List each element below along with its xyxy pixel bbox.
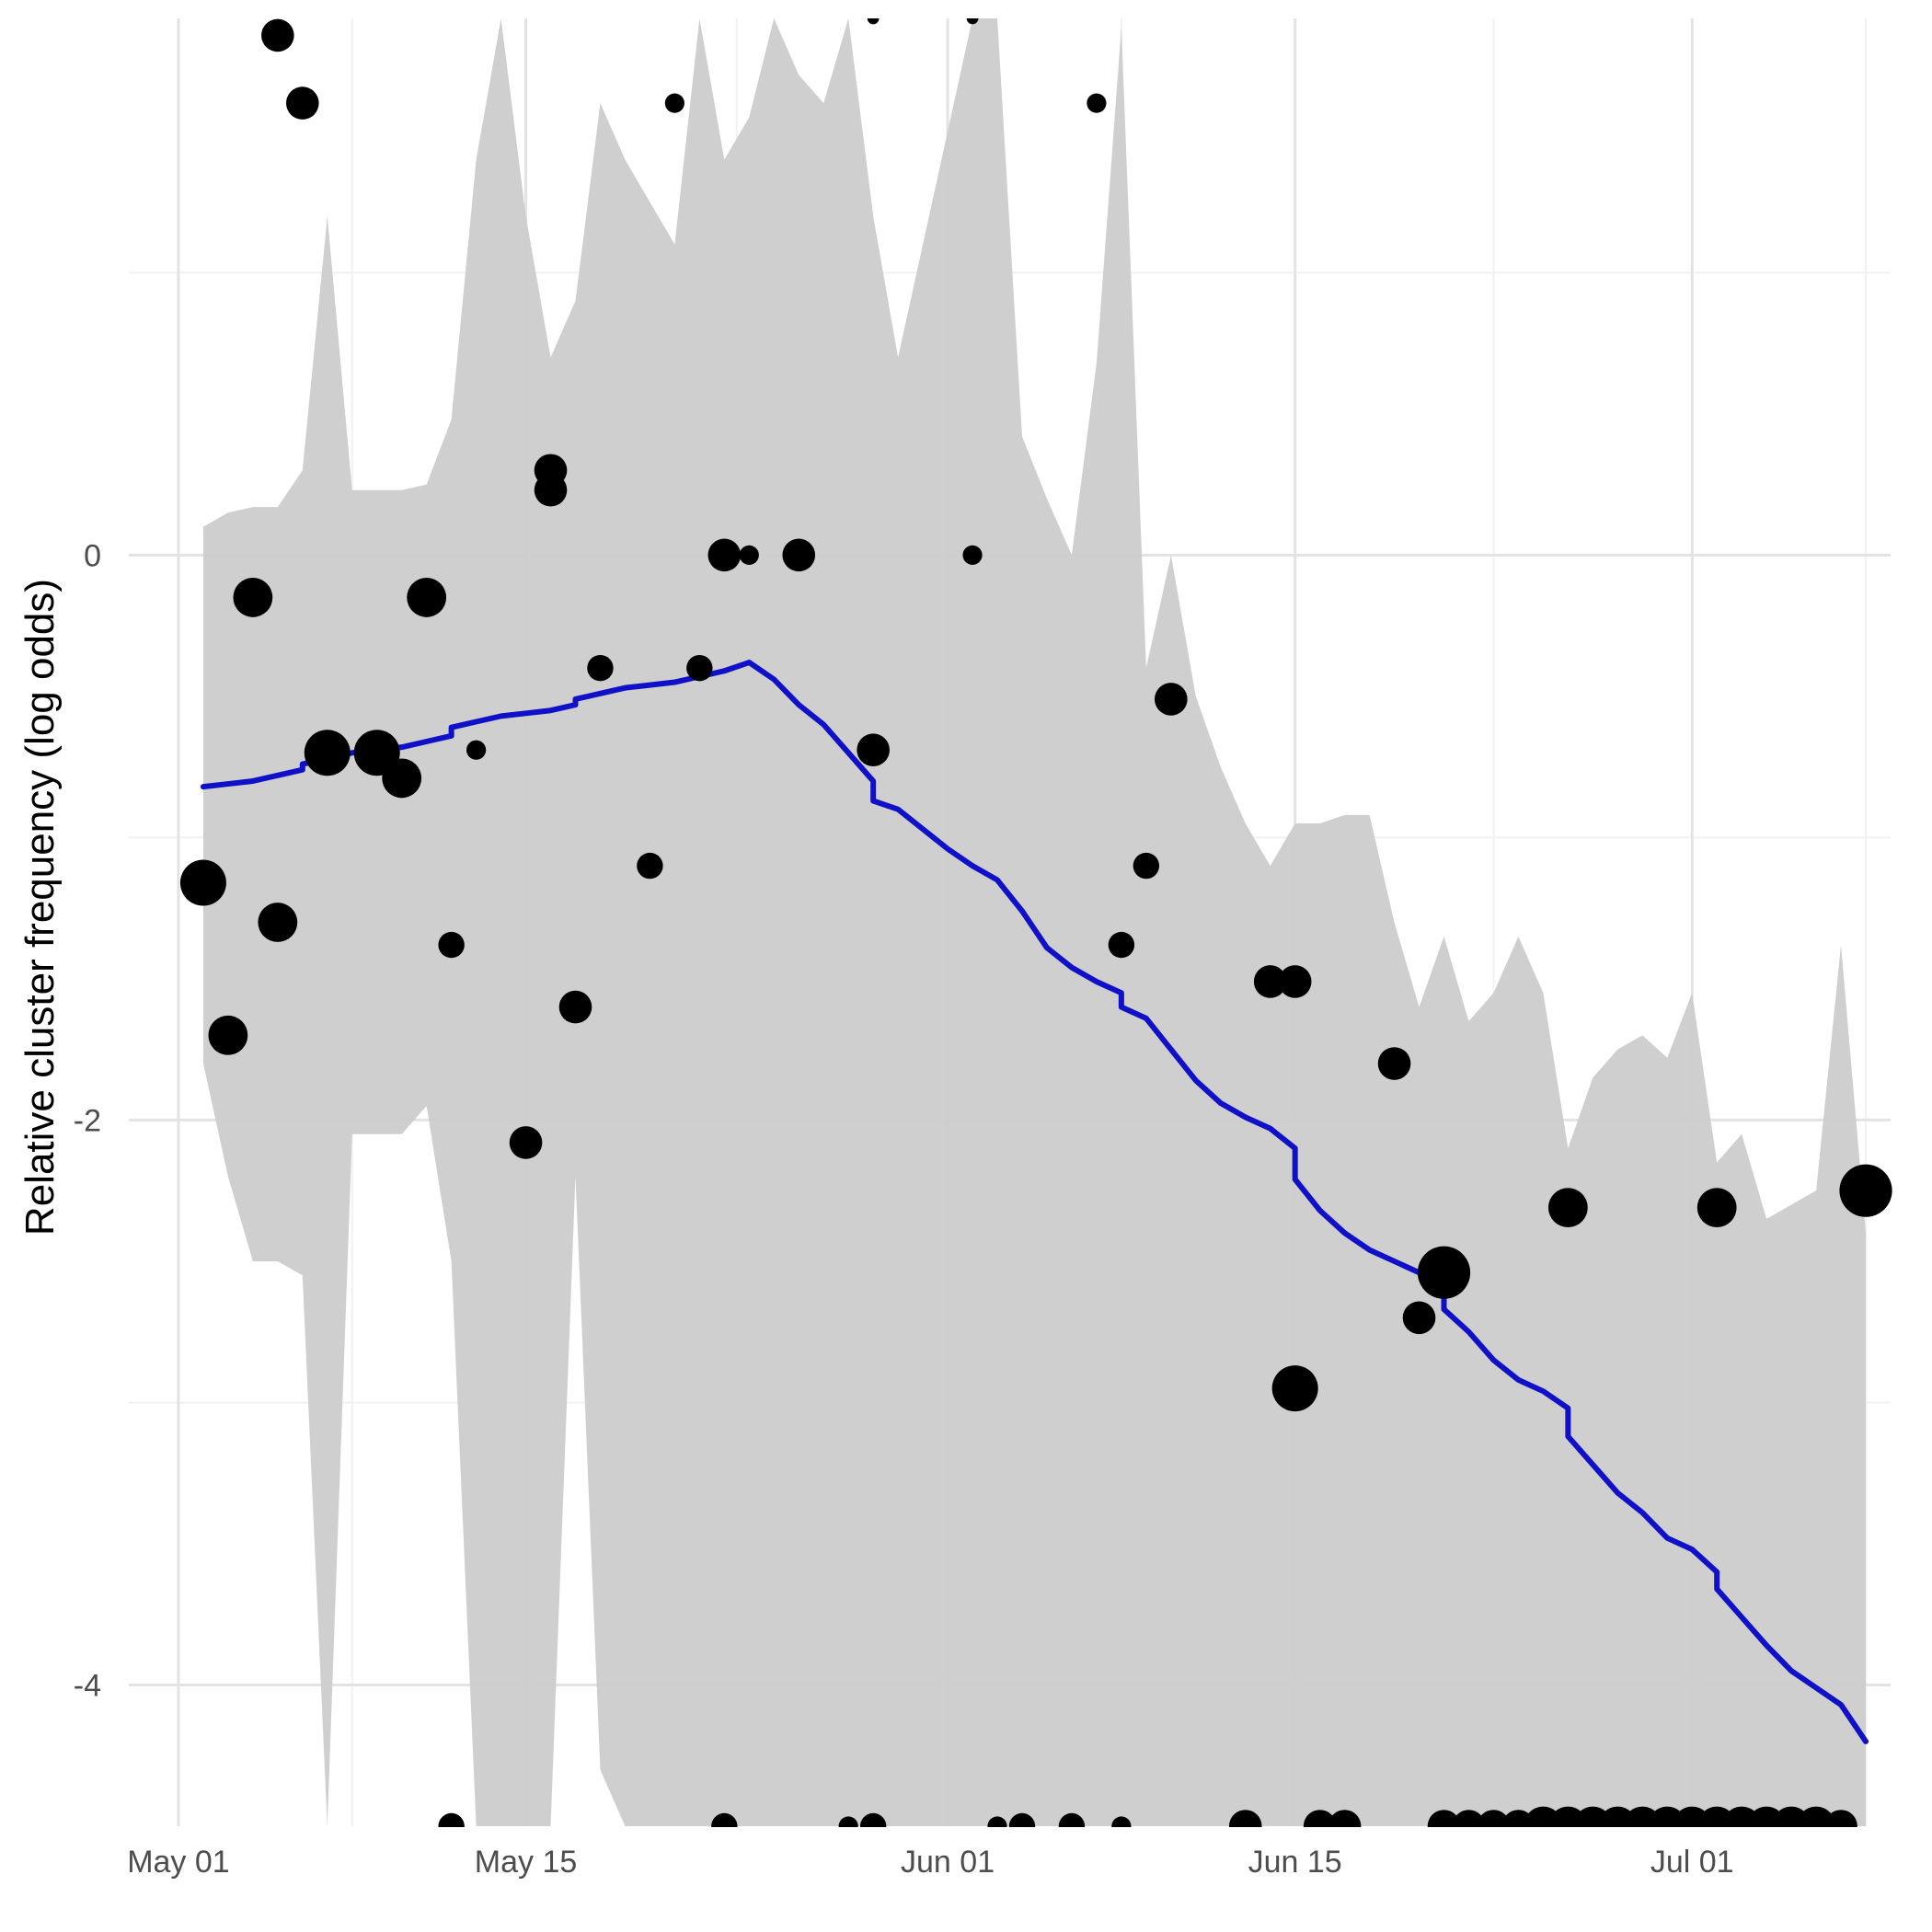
data-point xyxy=(1108,931,1135,959)
data-point xyxy=(637,852,663,880)
data-point xyxy=(438,931,465,959)
y-axis-tick-labels: 0 -2 -4 xyxy=(74,538,101,1703)
data-point xyxy=(1087,93,1107,113)
x-tick-label: Jun 01 xyxy=(901,1845,995,1880)
data-point xyxy=(1278,965,1312,998)
data-point xyxy=(304,730,351,776)
y-axis-title: Relative cluster frequency (log odds) xyxy=(17,579,63,1236)
data-point xyxy=(382,758,422,799)
data-point xyxy=(1547,1188,1588,1228)
trend-line xyxy=(200,660,1869,1744)
data-point xyxy=(1271,1365,1318,1412)
x-tick-label: May 15 xyxy=(475,1845,578,1880)
x-axis-tick-labels: May 01 May 15 Jun 01 Jun 15 Jul 01 xyxy=(127,1845,1733,1880)
data-point xyxy=(208,1015,248,1055)
confidence-band xyxy=(202,18,1867,1826)
data-point xyxy=(407,578,447,617)
top-margin xyxy=(0,0,1932,18)
data-point xyxy=(707,538,742,572)
data-point xyxy=(558,990,592,1024)
y-tick-label: 0 xyxy=(84,538,101,573)
data-point xyxy=(664,93,684,113)
data-point xyxy=(1696,1188,1737,1228)
data-point xyxy=(1377,1047,1411,1080)
trend-line-layer xyxy=(200,660,1869,1744)
y-tick-label: -2 xyxy=(74,1103,101,1138)
confidence-band-layer xyxy=(202,18,1867,1826)
data-point xyxy=(1402,1301,1436,1335)
data-point xyxy=(1155,683,1188,716)
data-point xyxy=(179,859,226,906)
data-point xyxy=(782,538,816,572)
data-point xyxy=(233,578,273,617)
data-point xyxy=(1839,1164,1892,1217)
data-point xyxy=(1417,1246,1471,1299)
y-tick-label: -4 xyxy=(74,1668,101,1703)
data-point xyxy=(1133,852,1160,880)
data-point xyxy=(962,545,983,565)
data-point xyxy=(857,733,890,767)
data-point xyxy=(686,654,713,682)
data-point xyxy=(286,86,319,120)
data-point xyxy=(534,473,568,507)
data-point xyxy=(258,903,298,942)
data-point xyxy=(261,18,294,52)
data-point xyxy=(587,654,614,682)
data-point xyxy=(509,1126,543,1159)
data-point xyxy=(466,740,487,760)
x-tick-label: Jun 15 xyxy=(1248,1845,1342,1880)
x-tick-label: Jul 01 xyxy=(1650,1845,1734,1880)
x-tick-label: May 01 xyxy=(127,1845,230,1880)
data-point xyxy=(739,545,759,565)
bottom-margin xyxy=(0,1827,1932,1932)
data-point xyxy=(1253,965,1287,998)
